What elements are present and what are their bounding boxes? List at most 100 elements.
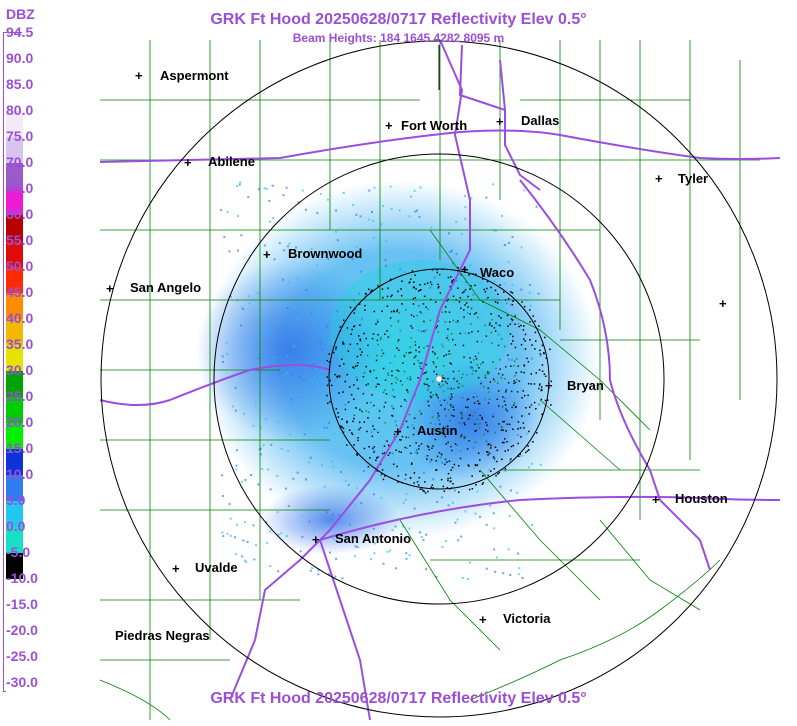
city-fort-worth: + Fort Worth xyxy=(385,118,467,133)
svg-text:+: + xyxy=(263,247,271,262)
svg-text:+: + xyxy=(479,612,487,627)
city-abilene: + Abilene xyxy=(184,154,255,170)
legend-swatch xyxy=(6,527,23,553)
legend-swatch xyxy=(6,189,23,215)
svg-text:Piedras Negras: Piedras Negras xyxy=(115,628,210,643)
legend-level-label: -30.0 xyxy=(6,674,38,690)
legend-level-label: 25.0 xyxy=(6,388,34,404)
legend-level-label: 65.0 xyxy=(6,180,34,196)
svg-text:Tyler: Tyler xyxy=(678,171,708,186)
legend-swatch xyxy=(6,371,23,397)
echo-speckle xyxy=(220,181,552,580)
legend-level-label: 55.0 xyxy=(6,232,34,248)
reflectivity-echoes xyxy=(195,180,600,580)
legend-swatch xyxy=(6,163,23,189)
map-title-bottom: GRK Ft Hood 20250628/0717 Reflectivity E… xyxy=(210,690,587,707)
city-bryan: + Bryan xyxy=(545,378,604,393)
legend-level-label: 75.0 xyxy=(6,128,34,144)
legend-swatch xyxy=(6,553,23,579)
svg-text:+: + xyxy=(184,155,192,170)
map-title: GRK Ft Hood 20250628/0717 Reflectivity E… xyxy=(210,11,587,28)
svg-text:Bryan: Bryan xyxy=(567,378,604,393)
svg-text:Uvalde: Uvalde xyxy=(195,560,238,575)
city-victoria: + Victoria xyxy=(479,611,551,627)
legend-level-label: -10.0 xyxy=(6,570,38,586)
city-brownwood: + Brownwood xyxy=(263,246,362,262)
city-uvalde: + Uvalde xyxy=(172,560,238,576)
city-piedras-negras: Piedras Negras xyxy=(115,628,210,643)
legend-unit-label: DBZ xyxy=(6,6,35,22)
svg-text:Dallas: Dallas xyxy=(521,113,559,128)
range-ring-2 xyxy=(213,153,665,605)
legend-level-label: -25.0 xyxy=(6,648,38,664)
legend-swatch xyxy=(6,345,23,371)
svg-text:+: + xyxy=(461,262,469,277)
svg-text:Waco: Waco xyxy=(480,265,514,280)
city-austin: + Austin xyxy=(394,423,458,439)
county-lines xyxy=(99,40,760,721)
legend-level-label: 50.0 xyxy=(6,258,34,274)
city-dallas: + Dallas xyxy=(496,113,559,129)
legend-swatch xyxy=(6,59,23,85)
legend-level-label: -20.0 xyxy=(6,622,38,638)
legend-swatch xyxy=(6,683,23,709)
legend-level-label: -15.0 xyxy=(6,596,38,612)
legend-swatch xyxy=(6,501,23,527)
legend-swatch xyxy=(6,85,23,111)
legend-swatch xyxy=(6,241,23,267)
svg-text:+: + xyxy=(312,532,320,547)
legend-level-label: 0.0 xyxy=(6,518,26,534)
svg-text:+: + xyxy=(135,68,143,83)
svg-text:+: + xyxy=(655,171,663,186)
legend-level-label: 80.0 xyxy=(6,102,34,118)
legend-level-label: 15.0 xyxy=(6,440,34,456)
legend-swatch xyxy=(6,293,23,319)
legend-level-label: -5.0 xyxy=(6,544,31,560)
dbz-legend: DBZ 94.5 90.0 85.0 80.0 75.0 70.0 65.0 60.0 55.0… xyxy=(0,0,70,709)
svg-text:+: + xyxy=(496,114,504,129)
legend-level-label: 20.0 xyxy=(6,414,34,430)
svg-text:+: + xyxy=(106,281,114,296)
legend-swatch xyxy=(6,111,23,137)
svg-text:+: + xyxy=(545,378,553,393)
legend-swatch xyxy=(6,319,23,345)
legend-level-label: 94.5 xyxy=(6,24,34,40)
legend-level-label: 60.0 xyxy=(6,206,34,222)
legend-swatch xyxy=(6,475,23,501)
legend-swatch xyxy=(6,579,23,605)
legend-swatch xyxy=(6,215,23,241)
svg-text:+: + xyxy=(172,561,180,576)
legend-level-label: 70.0 xyxy=(6,154,34,170)
svg-text:+: + xyxy=(652,492,660,507)
city-markers: + Aspermont + Fort Worth + Dallas + Abil… xyxy=(106,68,728,643)
legend-swatch xyxy=(6,631,23,657)
legend-swatch xyxy=(6,605,23,631)
legend-level-label: 10.0 xyxy=(6,466,34,482)
beam-heights: Beam Heights: 184 1645 4282 8095 m xyxy=(292,31,505,45)
legend-level-label: 5.0 xyxy=(6,492,26,508)
legend-swatch xyxy=(6,423,23,449)
legend-level-label: 90.0 xyxy=(6,50,34,66)
radar-site-icon xyxy=(435,375,443,383)
legend-swatch xyxy=(6,137,23,163)
range-rings xyxy=(100,40,778,718)
svg-text:Abilene: Abilene xyxy=(208,154,255,169)
svg-text:Austin: Austin xyxy=(417,423,458,438)
city-unlabeled: + xyxy=(719,296,727,311)
range-ring-3 xyxy=(100,40,778,718)
legend-swatch xyxy=(6,449,23,475)
svg-text:+: + xyxy=(394,424,402,439)
svg-text:+: + xyxy=(385,118,393,133)
svg-text:Houston: Houston xyxy=(675,491,728,506)
city-tyler: + Tyler xyxy=(655,171,708,186)
legend-swatch xyxy=(6,397,23,423)
svg-text:Fort Worth: Fort Worth xyxy=(401,118,467,133)
legend-level-label: 30.0 xyxy=(6,362,34,378)
legend-swatch xyxy=(6,657,23,683)
highways xyxy=(99,39,781,721)
legend-swatch xyxy=(6,267,23,293)
city-houston: + Houston xyxy=(652,491,728,507)
legend-level-label: 45.0 xyxy=(6,284,34,300)
city-waco: + Waco xyxy=(461,262,514,280)
